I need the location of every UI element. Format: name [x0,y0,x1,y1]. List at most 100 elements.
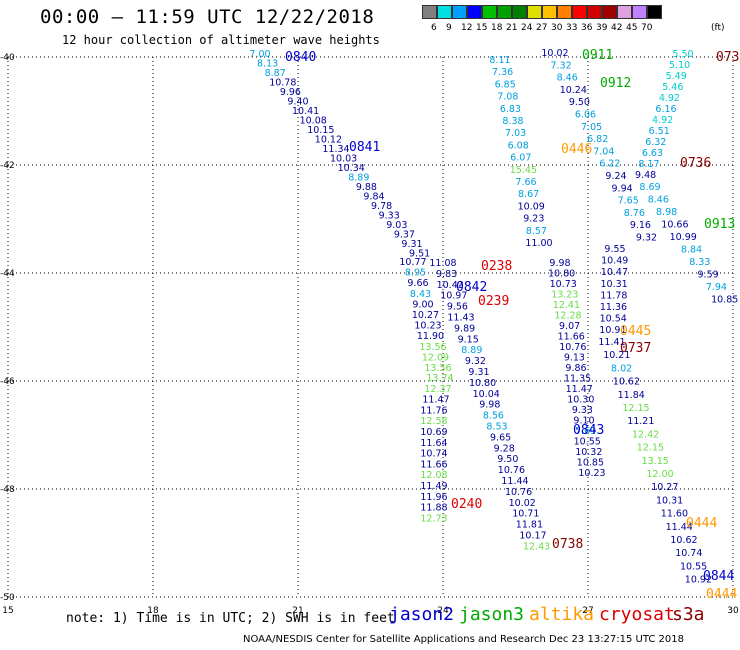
swh-value: 9.48 [635,170,656,181]
swh-value: 9.98 [479,400,500,411]
swh-value: 8.56 [483,411,504,422]
swh-value: 10.97 [440,291,467,302]
swh-value: 8.84 [681,245,702,256]
swh-value: 10.78 [269,78,296,89]
colorbar-label: 15 [476,23,488,33]
colorbar-swatch [617,5,632,19]
swh-value: 7.94 [706,282,727,293]
lat-tick-label: -42 [0,161,15,171]
swh-value: 6.07 [510,153,531,164]
swh-value: 10.23 [578,468,605,479]
swh-value: 9.32 [636,233,657,244]
swh-value: 9.31 [468,367,489,378]
swh-value: 6.85 [495,79,516,90]
swh-value: 11.66 [558,332,585,343]
swh-value: 9.00 [412,299,433,310]
swh-value: 12.43 [523,541,550,552]
swh-value: 13.56 [424,363,451,374]
swh-value: 8.13 [257,59,278,70]
swh-value: 10.54 [600,314,627,325]
swh-value: 11.60 [661,509,688,520]
swh-value: 9.10 [573,416,594,427]
swh-value: 10.23 [414,321,441,332]
swh-value: 9.98 [549,258,570,269]
colorbar-swatch [542,5,557,19]
swh-value: 8.76 [624,208,645,219]
pass-time-label: 0445 [620,324,651,339]
swh-value: 12.00 [646,469,673,480]
swh-value: 8.89 [461,345,482,356]
swh-value: 9.03 [386,220,407,231]
swh-value: 10.74 [420,449,447,460]
swh-value: 9.33 [572,405,593,416]
swh-value: 6.82 [587,134,608,145]
swh-value: 10.77 [399,257,426,268]
swh-value: 10.08 [300,116,327,127]
swh-value: 11.47 [422,395,449,406]
swh-value: 13.23 [551,290,578,301]
pass-time-label: 0239 [478,294,509,309]
swh-value: 8.98 [656,207,677,218]
pass-time-label: 0911 [582,48,613,63]
swh-value: 12.42 [632,429,659,440]
swh-value: 10.62 [613,377,640,388]
swh-value: 10.66 [661,220,688,231]
colorbar-label: 24 [521,23,533,33]
colorbar-label: 42 [611,23,623,33]
pass-time-label: 0842 [456,280,487,295]
swh-value: 10.92 [685,575,712,586]
swh-value: 10.85 [711,295,738,306]
swh-value: 11.34 [322,144,349,155]
swh-value: 13.15 [642,456,669,467]
pass-time-label: 0238 [481,259,512,274]
swh-value: 11.41 [598,337,625,348]
swh-value: 9.24 [605,171,626,182]
swh-value: 10.30 [567,395,594,406]
swh-value: 12.41 [553,300,580,311]
colorbar-unit: (ft) [711,23,725,33]
swh-value: 8.87 [265,68,286,79]
colorbar-label: 21 [506,23,518,33]
swh-value: 11.47 [566,384,593,395]
swh-value: 5.49 [666,71,687,82]
swh-value: 8.57 [526,226,547,237]
swh-value: 9.56 [447,302,468,313]
swh-value: 6.22 [599,159,620,170]
swh-value: 6.06 [575,110,596,121]
colorbar-swatch [512,5,527,19]
swh-value: 9.86 [565,363,586,374]
swh-value: 9.16 [630,220,651,231]
swh-value: 11.66 [420,459,447,470]
swh-value: 13.56 [419,342,446,353]
swh-value: 10.12 [315,135,342,146]
swh-value: 10.04 [473,389,500,400]
pass-time-label: 0444 [686,516,717,531]
swh-value: 10.34 [338,163,365,174]
swh-value: 10.80 [469,378,496,389]
swh-value: 8.38 [502,116,523,127]
swh-value: 8.17 [638,159,659,170]
swh-value: 7.03 [505,128,526,139]
swh-value: 11.00 [525,238,552,249]
swh-value: 10.31 [600,279,627,290]
swh-value: 11.35 [564,374,591,385]
swh-value: 7.65 [618,196,639,207]
swh-value: 7.08 [497,92,518,103]
swh-value: 9.50 [497,454,518,465]
swh-value: 8.53 [486,422,507,433]
swh-value: 10.02 [509,498,536,509]
swh-value: 12.37 [424,384,451,395]
colorbar-swatch [422,5,437,19]
swh-value: 4.92 [659,93,680,104]
swh-value: 6.51 [649,126,670,137]
legend-cryosat: cryosat [599,604,675,625]
swh-value: 10.03 [330,154,357,165]
swh-value: 9.84 [363,192,384,203]
colorbar-label: 33 [566,23,578,33]
swh-value: 10.62 [670,535,697,546]
swh-value: 7.66 [515,177,536,188]
colorbar-swatch [452,5,467,19]
swh-value: 10.71 [512,509,539,520]
swh-value: 5.10 [669,60,690,71]
